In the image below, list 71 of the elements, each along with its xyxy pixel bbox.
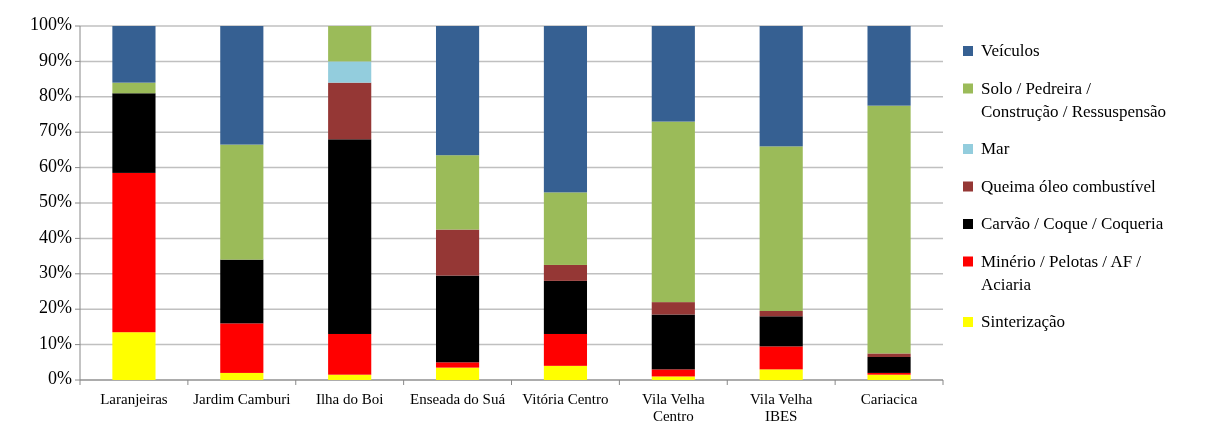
y-tick-label: 40%: [39, 226, 72, 247]
y-tick-label: 10%: [39, 332, 72, 353]
bar: [651, 302, 695, 315]
legend-label: Queima óleo combustível: [981, 176, 1156, 196]
y-tick-label: 50%: [39, 191, 72, 212]
x-tick-label: Ilha do Boi: [315, 391, 384, 407]
bar: [759, 310, 803, 317]
bar: [867, 353, 911, 357]
bar: [759, 146, 803, 311]
legend-label: Sinterização: [981, 311, 1066, 331]
bar: [220, 372, 264, 380]
bar: [220, 26, 264, 145]
bar: [651, 121, 695, 303]
y-tick-label: 80%: [39, 84, 72, 105]
bar: [435, 26, 480, 156]
legend-label: Solo / Pedreira / Construção / Ressuspensão: [981, 78, 1167, 121]
bar: [220, 144, 264, 260]
bar: [435, 367, 480, 380]
bar: [867, 105, 911, 354]
bar: [867, 356, 911, 373]
x-tick-label: Cariacica: [860, 391, 918, 407]
bar: [112, 26, 156, 83]
legend-label: Mar: [981, 138, 1010, 158]
bar: [651, 314, 695, 370]
bar: [112, 93, 156, 173]
x-tick-label: Enseada do Suá: [410, 391, 506, 407]
y-tick-label: 100%: [30, 14, 72, 35]
bar: [867, 26, 911, 106]
x-tick-label: Vila Velha Centro: [642, 391, 705, 424]
bar: [112, 82, 156, 94]
bar: [651, 376, 695, 380]
bar: [543, 192, 588, 265]
bar: [328, 374, 372, 380]
legend-label: Carvão / Coque / Coqueria: [981, 213, 1164, 233]
bar: [435, 229, 480, 276]
bar: [328, 139, 372, 334]
bar: [759, 369, 803, 380]
bar: [543, 280, 588, 334]
bar: [435, 275, 480, 363]
bar: [328, 333, 372, 375]
bar: [759, 316, 803, 347]
x-tick-label: Laranjeiras: [100, 391, 168, 407]
y-tick-label: 0%: [48, 368, 72, 389]
bar: [220, 323, 264, 373]
y-tick-label: 20%: [39, 297, 72, 318]
bar: [543, 365, 588, 380]
bar: [435, 155, 480, 230]
y-tick-label: 60%: [39, 155, 72, 176]
y-tick-label: 70%: [39, 120, 72, 141]
bar: [759, 346, 803, 370]
bar: [328, 82, 372, 140]
x-tick-label: Vila Velha IBES: [749, 391, 813, 424]
bar: [328, 26, 372, 62]
bar: [220, 259, 264, 324]
bar: [112, 332, 156, 380]
bar: [543, 26, 588, 193]
bar: [759, 26, 803, 147]
bar: [651, 369, 695, 377]
x-tick-label: Vitória Centro: [522, 391, 609, 407]
legend-label: Minério / Pelotas / AF / Aciaria: [981, 251, 1142, 294]
bar: [112, 172, 156, 333]
legend-label: Veículos: [981, 40, 1040, 60]
y-tick-label: 90%: [39, 49, 72, 70]
bar: [435, 362, 480, 368]
x-tick-label: Jardim Camburi: [193, 391, 291, 407]
bar: [543, 264, 588, 281]
bar: [867, 374, 911, 380]
y-tick-label: 30%: [39, 261, 72, 282]
bar: [543, 333, 588, 366]
bar: [651, 26, 695, 122]
bar: [328, 61, 372, 83]
